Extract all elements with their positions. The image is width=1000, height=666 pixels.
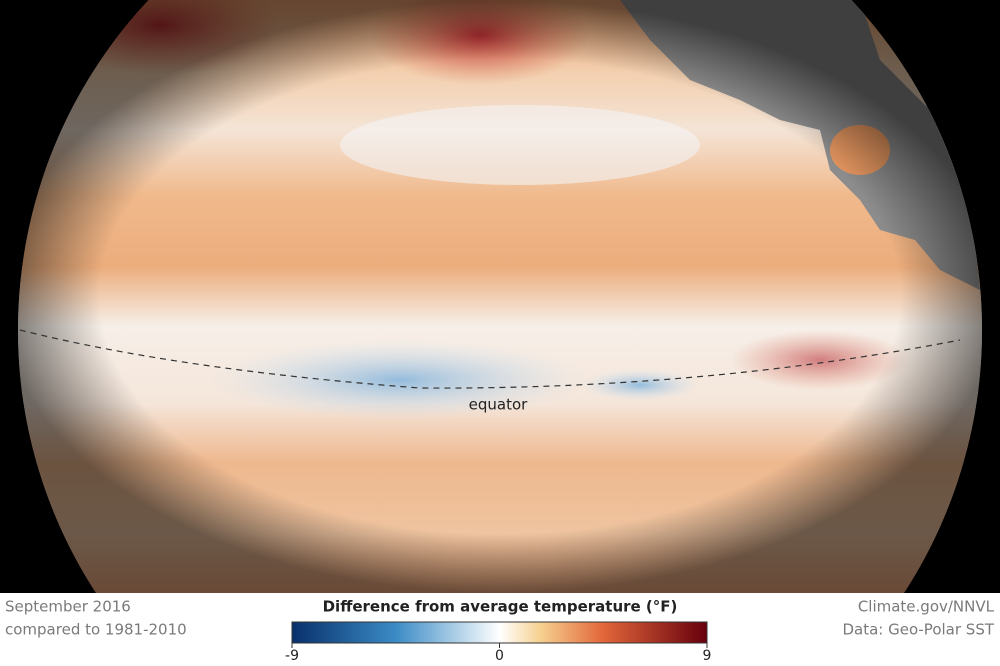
tick-label: 0: [495, 648, 504, 664]
equator-label: equator: [469, 396, 529, 414]
tick-label: -9: [285, 648, 299, 664]
credit: Climate.gov/NNVL: [858, 598, 995, 616]
caption: September 2016: [5, 598, 131, 616]
caption: compared to 1981-2010: [5, 621, 187, 639]
tick-label: 9: [703, 648, 712, 664]
colorbar: [291, 621, 708, 644]
credit: Data: Geo-Polar SST: [842, 621, 994, 639]
globe: [18, 0, 982, 593]
equator-line: [19, 329, 961, 389]
legend-title: Difference from average temperature (°F): [323, 598, 678, 616]
